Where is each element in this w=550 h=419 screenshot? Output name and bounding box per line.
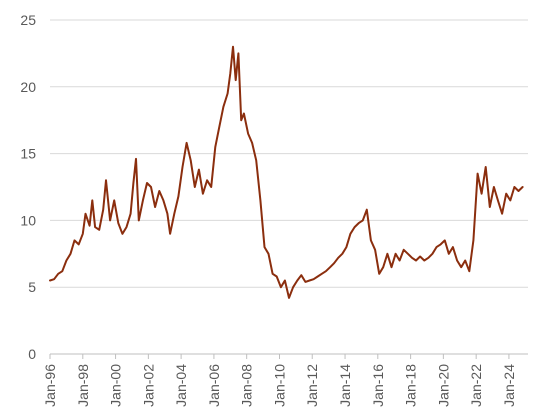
x-tick-label: Jan-12 — [304, 364, 320, 407]
y-tick-label: 15 — [20, 146, 36, 162]
y-tick-label: 0 — [28, 346, 36, 362]
series-line-0 — [49, 45, 524, 299]
series-layer — [49, 45, 524, 299]
x-tick-label: Jan-10 — [271, 364, 287, 407]
x-tick-label: Jan-02 — [140, 364, 156, 407]
x-tick-label: Jan-98 — [75, 364, 91, 407]
x-tick-label: Jan-16 — [370, 364, 386, 407]
x-tick-label: Jan-20 — [435, 364, 451, 407]
x-tick-label: Jan-14 — [337, 364, 353, 407]
x-tick-label: Jan-08 — [239, 364, 255, 407]
x-tick-labels: Jan-96 Jan-98 Jan-00 Jan-02 Jan-04 Jan-06 Jan-… — [42, 364, 517, 407]
y-tick-label: 20 — [20, 79, 36, 95]
y-tick-label: 5 — [28, 279, 36, 295]
y-tick-labels: 0 5 10 15 20 25 — [20, 12, 36, 362]
y-tick-label: 25 — [20, 12, 36, 28]
x-tick-label: Jan-18 — [403, 364, 419, 407]
x-tick-label: Jan-04 — [173, 364, 189, 407]
x-tick-label: Jan-96 — [42, 364, 58, 407]
x-axis — [49, 353, 528, 359]
y-tick-label: 10 — [20, 212, 36, 228]
x-tick-label: Jan-22 — [468, 364, 484, 407]
gridlines — [50, 19, 528, 288]
x-tick-label: Jan-00 — [108, 364, 124, 407]
x-tick-label: Jan-06 — [206, 364, 222, 407]
x-tick-label: Jan-24 — [501, 364, 517, 407]
